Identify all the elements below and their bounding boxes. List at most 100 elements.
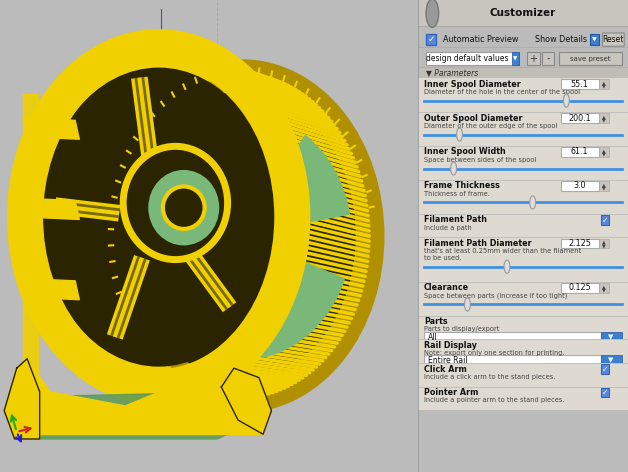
Ellipse shape: [129, 92, 356, 380]
Bar: [558, 52, 622, 65]
Polygon shape: [17, 392, 259, 439]
FancyBboxPatch shape: [602, 33, 624, 46]
Text: ▼ Parameters: ▼ Parameters: [426, 68, 479, 77]
Ellipse shape: [41, 67, 276, 367]
Bar: [561, 283, 598, 293]
Text: ▲: ▲: [602, 114, 605, 119]
Polygon shape: [23, 118, 79, 139]
Polygon shape: [221, 368, 271, 434]
Bar: [418, 146, 628, 180]
Text: -: -: [546, 53, 550, 64]
Text: ▲: ▲: [602, 182, 605, 187]
Bar: [561, 147, 598, 157]
Polygon shape: [23, 94, 38, 373]
Text: ✓: ✓: [602, 388, 609, 397]
Bar: [418, 78, 628, 112]
Text: ▼: ▼: [609, 358, 614, 363]
Text: 61.1: 61.1: [571, 147, 588, 157]
Text: Click Arm: Click Arm: [424, 364, 467, 374]
Bar: [598, 147, 609, 157]
Text: ▼: ▼: [602, 186, 605, 191]
Text: Parts: Parts: [424, 317, 448, 327]
Text: Diameter of the hole in the center of the spool: Diameter of the hole in the center of th…: [424, 89, 580, 94]
Bar: [561, 239, 598, 248]
Circle shape: [451, 162, 457, 175]
Text: ▼: ▼: [513, 56, 517, 61]
Bar: [418, 0, 628, 26]
Text: Filament Path: Filament Path: [424, 215, 487, 225]
Bar: [418, 363, 628, 387]
Text: ✓: ✓: [602, 215, 609, 225]
Bar: [600, 215, 610, 225]
Bar: [600, 332, 622, 342]
Bar: [542, 52, 555, 65]
Polygon shape: [4, 359, 40, 439]
Text: Entire Rail: Entire Rail: [428, 356, 468, 365]
Bar: [424, 332, 600, 342]
Ellipse shape: [148, 170, 219, 245]
Text: Clearance: Clearance: [424, 283, 469, 293]
Bar: [527, 52, 539, 65]
Bar: [418, 180, 628, 214]
Circle shape: [530, 196, 536, 209]
Text: Automatic Preview: Automatic Preview: [443, 35, 518, 44]
Bar: [418, 387, 628, 410]
Polygon shape: [21, 368, 251, 432]
Text: design default values: design default values: [426, 54, 509, 63]
Text: Space between parts (Increase if too tight): Space between parts (Increase if too tig…: [424, 292, 567, 299]
Circle shape: [465, 298, 470, 311]
Bar: [600, 364, 610, 374]
Bar: [598, 181, 609, 191]
Circle shape: [457, 128, 462, 141]
Bar: [561, 79, 598, 89]
Bar: [424, 355, 600, 366]
Text: 0.125: 0.125: [568, 283, 591, 293]
Bar: [598, 239, 609, 248]
Polygon shape: [17, 418, 263, 434]
Text: +: +: [529, 53, 538, 64]
Text: ▼: ▼: [592, 37, 597, 42]
Bar: [512, 52, 519, 65]
Bar: [418, 237, 628, 282]
Text: to be used.: to be used.: [424, 255, 462, 261]
Text: Space between sides of the spool: Space between sides of the spool: [424, 157, 536, 162]
Text: Inner Spool Width: Inner Spool Width: [424, 147, 506, 157]
Ellipse shape: [123, 146, 227, 260]
Text: Outer Spool Diameter: Outer Spool Diameter: [424, 113, 522, 123]
Text: ▲: ▲: [602, 240, 605, 244]
Text: save preset: save preset: [570, 56, 610, 61]
Bar: [418, 214, 628, 237]
Text: ✓: ✓: [602, 364, 609, 374]
Bar: [600, 388, 610, 397]
Circle shape: [563, 94, 569, 107]
Text: that's at least 0.25mm wider than the filament: that's at least 0.25mm wider than the fi…: [424, 248, 581, 254]
Wedge shape: [253, 260, 345, 358]
Text: ▼: ▼: [602, 152, 605, 157]
Text: Diameter of the outer edge of the spool: Diameter of the outer edge of the spool: [424, 123, 557, 128]
Text: 200.1: 200.1: [568, 113, 591, 123]
Bar: [598, 113, 609, 123]
Bar: [426, 34, 436, 45]
Text: ▼: ▼: [602, 288, 605, 293]
Text: ▼: ▼: [602, 84, 605, 89]
Polygon shape: [23, 278, 79, 300]
Text: Rail Display: Rail Display: [424, 341, 477, 350]
Text: Filament Path Diameter: Filament Path Diameter: [424, 239, 531, 248]
Text: Frame Thickness: Frame Thickness: [424, 181, 500, 191]
Text: Include a pointer arm to the stand pieces.: Include a pointer arm to the stand piece…: [424, 397, 565, 403]
Circle shape: [504, 260, 510, 273]
Text: Note: export only one section for printing.: Note: export only one section for printi…: [424, 350, 565, 356]
Text: 3.0: 3.0: [573, 181, 586, 191]
Bar: [418, 339, 628, 363]
Text: Pointer Arm: Pointer Arm: [424, 388, 479, 397]
Text: Thickness of frame.: Thickness of frame.: [424, 191, 490, 196]
Text: All: All: [428, 332, 438, 342]
Text: 2.125: 2.125: [568, 239, 591, 248]
Text: Reset: Reset: [603, 35, 624, 44]
Text: Show Details: Show Details: [536, 35, 587, 44]
Bar: [561, 181, 598, 191]
Bar: [418, 112, 628, 146]
Text: Inner Spool Diameter: Inner Spool Diameter: [424, 79, 521, 89]
Polygon shape: [23, 198, 79, 219]
Bar: [600, 355, 622, 366]
